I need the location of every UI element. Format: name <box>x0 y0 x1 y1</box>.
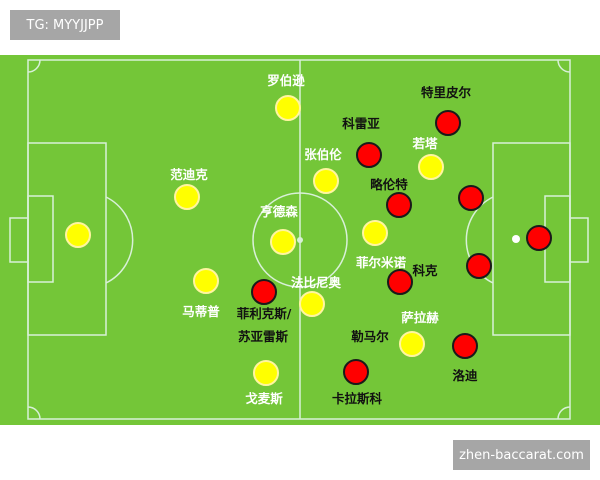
player-yellow <box>253 360 279 386</box>
player-yellow <box>299 291 325 317</box>
player-label: 马蒂普 <box>182 304 220 319</box>
player-red <box>387 269 413 295</box>
player-red-gk <box>526 225 552 251</box>
center-spot <box>297 237 303 243</box>
player-label: 洛迪 <box>452 368 478 383</box>
player-yellow <box>174 184 200 210</box>
player-red <box>356 142 382 168</box>
player-red <box>452 333 478 359</box>
player-red <box>466 253 492 279</box>
player-yellow <box>275 95 301 121</box>
yellow-labels: 范迪克 马蒂普 罗伯逊 戈麦斯 亨德森 张伯伦 法比尼奥 若塔 菲尔米诺 萨拉赫 <box>170 73 439 406</box>
player-yellow-gk <box>65 222 91 248</box>
ball <box>512 235 520 243</box>
player-label: 菲利克斯/ <box>237 306 292 321</box>
player-label: 苏亚雷斯 <box>238 329 289 344</box>
player-red <box>458 185 484 211</box>
player-label: 菲尔米诺 <box>356 255 407 270</box>
red-labels: 特里皮尔 科雷亚 略伦特 科克 菲利克斯/ 苏亚雷斯 勒马尔 卡拉斯科 洛迪 <box>237 85 478 406</box>
player-label: 特里皮尔 <box>421 85 472 100</box>
red-team <box>251 110 552 385</box>
player-label: 范迪克 <box>170 167 208 182</box>
player-label: 略伦特 <box>370 177 408 192</box>
player-yellow <box>313 168 339 194</box>
player-red <box>343 359 369 385</box>
player-label: 张伯伦 <box>304 147 342 162</box>
player-label: 法比尼奥 <box>291 275 342 290</box>
site-watermark: zhen-baccarat.com <box>453 440 590 470</box>
pitch-lines <box>9 59 589 420</box>
player-label: 戈麦斯 <box>245 391 283 406</box>
yellow-team <box>65 95 444 386</box>
player-red <box>251 279 277 305</box>
player-red <box>435 110 461 136</box>
player-yellow <box>270 229 296 255</box>
football-pitch: 范迪克 马蒂普 罗伯逊 戈麦斯 亨德森 张伯伦 法比尼奥 若塔 菲尔米诺 萨拉赫… <box>0 55 600 425</box>
player-yellow <box>362 220 388 246</box>
player-label: 若塔 <box>411 136 438 151</box>
player-label: 科克 <box>412 263 438 278</box>
player-yellow <box>418 154 444 180</box>
player-label: 萨拉赫 <box>401 310 439 325</box>
player-red <box>386 192 412 218</box>
tg-tag: TG: MYYJJPP <box>10 10 120 40</box>
player-yellow <box>193 268 219 294</box>
player-label: 罗伯逊 <box>267 73 305 88</box>
player-label: 亨德森 <box>260 204 298 219</box>
player-yellow <box>399 331 425 357</box>
player-label: 勒马尔 <box>351 329 389 344</box>
player-label: 科雷亚 <box>342 116 380 131</box>
player-label: 卡拉斯科 <box>332 391 383 406</box>
